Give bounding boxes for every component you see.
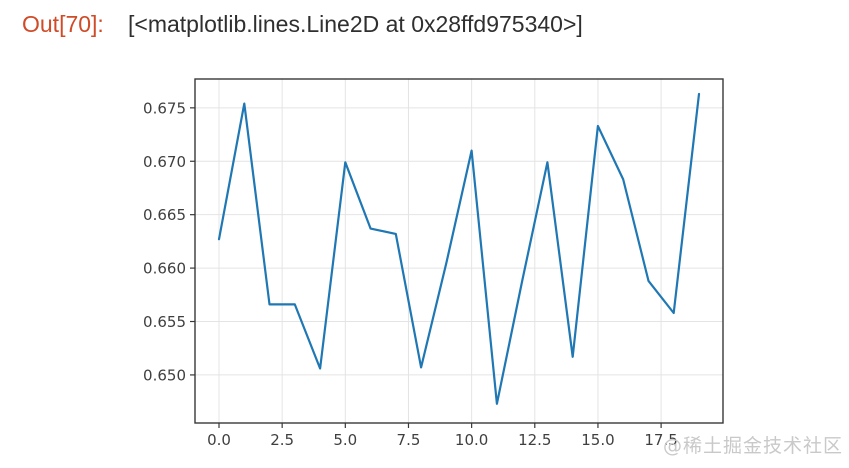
x-tick-label: 2.5	[270, 431, 294, 449]
x-tick-label: 7.5	[397, 431, 421, 449]
x-tick-label: 15.0	[581, 431, 614, 449]
x-tick-label: 12.5	[518, 431, 551, 449]
y-tick-label: 0.670	[143, 153, 186, 171]
watermark: @稀土掘金技术社区	[662, 435, 843, 457]
x-tick-label: 10.0	[455, 431, 488, 449]
y-tick-label: 0.655	[143, 313, 186, 331]
plot-frame	[194, 78, 724, 424]
y-tick-label: 0.660	[143, 260, 186, 278]
x-tick-label: 17.5	[644, 431, 677, 449]
y-tick-label: 0.675	[143, 99, 186, 117]
out-prompt: Out[70]:	[22, 11, 104, 37]
y-tick-label: 0.650	[143, 366, 186, 384]
data-series-line	[217, 92, 701, 405]
out-value-text: [<matplotlib.lines.Line2D at 0x28ffd9753…	[128, 11, 583, 37]
y-tick-label: 0.665	[143, 206, 186, 224]
x-tick-label: 5.0	[333, 431, 357, 449]
x-tick-label: 0.0	[207, 431, 231, 449]
